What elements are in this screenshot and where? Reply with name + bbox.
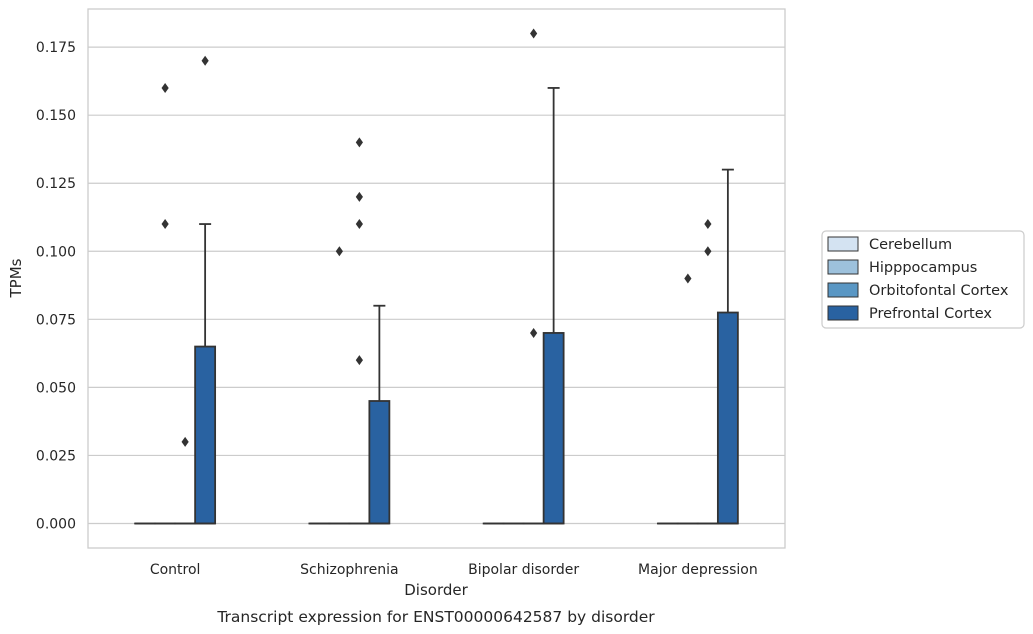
box-prefrontal-cortex xyxy=(542,87,565,525)
y-tick-label: 0.125 xyxy=(36,176,76,192)
chart-title: Transcript expression for ENST0000064258… xyxy=(216,608,655,626)
legend-label: Orbitofontal Cortex xyxy=(869,283,1009,299)
plot-frame xyxy=(87,8,786,549)
x-tick-label: Schizophrenia xyxy=(300,562,398,578)
box-orbitofontal-cortex xyxy=(696,219,719,525)
box-body xyxy=(716,311,739,525)
outlier-point xyxy=(335,246,343,257)
outlier-point xyxy=(161,219,169,230)
outlier-point xyxy=(201,55,209,66)
legend-swatch xyxy=(827,259,859,275)
boxes xyxy=(134,28,739,525)
x-tick-labels: Control Schizophrenia Bipolar disorder Majo… xyxy=(150,562,758,578)
box-orbitofontal-cortex xyxy=(174,436,197,525)
y-tick-label: 0.150 xyxy=(36,108,76,124)
box-hipppocampus xyxy=(328,246,351,525)
outlier-point xyxy=(161,82,169,93)
box-orbitofontal-cortex xyxy=(348,137,371,525)
y-tick-label: 0.000 xyxy=(36,517,76,533)
box-body xyxy=(542,332,565,525)
x-tick-label: Bipolar disorder xyxy=(468,562,579,578)
legend: Cerebellum Hipppocampus Orbitofontal Corte… xyxy=(821,230,1025,329)
legend-label: Prefrontal Cortex xyxy=(869,306,992,322)
legend-label: Hipppocampus xyxy=(869,260,977,276)
box-body xyxy=(368,400,391,525)
outlier-point xyxy=(704,219,712,230)
outlier-point xyxy=(355,191,363,202)
box-hipppocampus xyxy=(154,82,177,525)
x-tick-label: Major depression xyxy=(638,562,758,578)
legend-swatch xyxy=(827,236,859,252)
x-axis-label: Disorder xyxy=(404,581,468,599)
outlier-point xyxy=(355,137,363,148)
x-tick-label: Control xyxy=(150,562,201,578)
outlier-point xyxy=(530,327,538,338)
box-orbitofontal-cortex xyxy=(522,28,545,525)
legend-swatch xyxy=(827,305,859,321)
y-tick-label: 0.175 xyxy=(36,40,76,56)
outlier-point xyxy=(355,219,363,230)
gridlines xyxy=(88,46,785,525)
box-prefrontal-cortex xyxy=(368,304,391,525)
y-tick-label: 0.025 xyxy=(36,448,76,464)
y-tick-labels: 0.000 0.025 0.050 0.075 0.100 0.125 0.150 0.175 xyxy=(36,40,76,532)
y-tick-label: 0.075 xyxy=(36,312,76,328)
y-axis-label: TPMs xyxy=(7,258,25,298)
outlier-point xyxy=(684,273,692,284)
outlier-point xyxy=(530,28,538,39)
legend-frame xyxy=(821,230,1025,329)
y-tick-label: 0.100 xyxy=(36,244,76,260)
legend-label: Cerebellum xyxy=(869,237,952,253)
outlier-point xyxy=(355,355,363,366)
y-tick-label: 0.050 xyxy=(36,380,76,396)
box-prefrontal-cortex xyxy=(194,55,217,525)
box-body xyxy=(194,345,217,525)
legend-swatch xyxy=(827,282,859,298)
outlier-point xyxy=(704,246,712,257)
box-prefrontal-cortex xyxy=(716,168,739,525)
outlier-point xyxy=(181,436,189,447)
box-hipppocampus xyxy=(676,273,699,525)
